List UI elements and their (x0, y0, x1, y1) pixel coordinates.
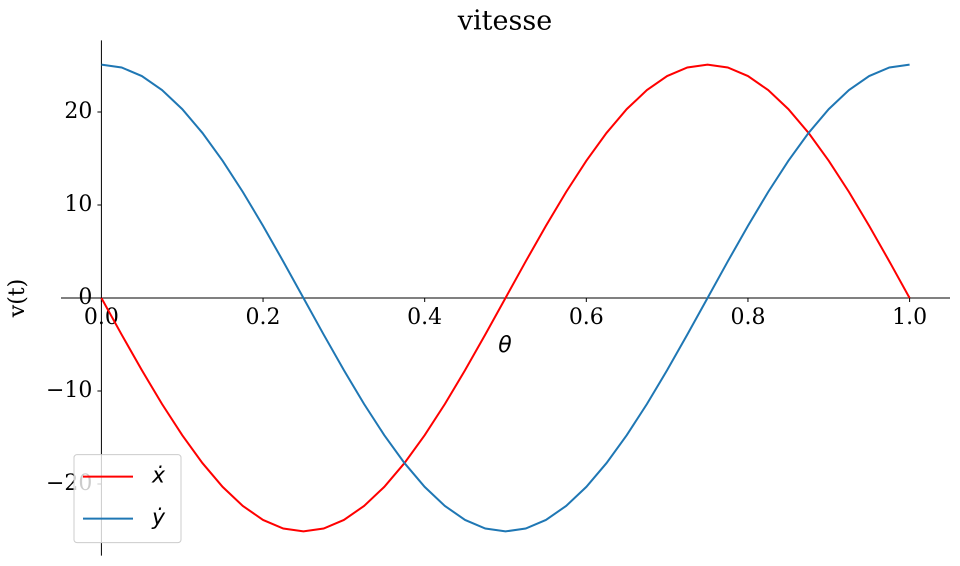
y-tick-label: 10 (64, 192, 92, 217)
x-tick-label: 1.0 (892, 305, 927, 330)
x-axis-label: θ (498, 333, 512, 358)
y-axis-label: v(t) (5, 279, 30, 318)
y-tick-label: 20 (64, 99, 92, 124)
x-tick-label: 0.8 (730, 305, 765, 330)
legend: ẋẏ (73, 454, 182, 544)
legend-label: ẏ (151, 506, 166, 531)
legend-label: ẋ (151, 464, 166, 489)
x-tick-label: 0.0 (84, 305, 119, 330)
line-series (100, 63, 911, 533)
y-tick-label: −10 (46, 378, 92, 403)
x-tick-label: 0.4 (407, 305, 442, 330)
chart-title: vitesse (457, 6, 552, 37)
x-tick-label: 0.2 (246, 305, 281, 330)
y-tick-label: 0 (78, 285, 92, 310)
line-series (101, 63, 910, 533)
x-tick-label: 0.6 (569, 305, 604, 330)
